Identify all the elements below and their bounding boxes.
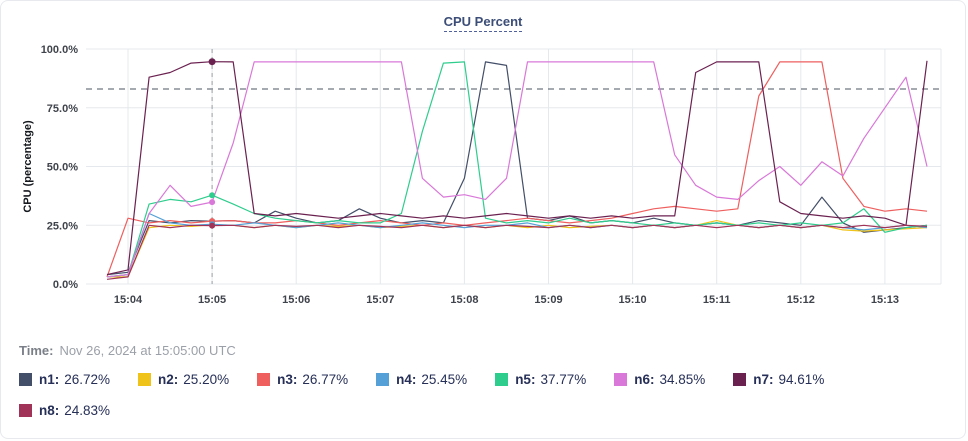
series-line-n3[interactable] — [106, 61, 928, 278]
legend-swatch — [19, 404, 32, 417]
legend-swatch — [19, 373, 32, 386]
legend-series-name: n8: — [39, 403, 60, 418]
x-tick-label: 15:06 — [282, 294, 310, 306]
legend-series-name: n1: — [39, 372, 60, 387]
legend-item-n6[interactable]: n6: 34.85% — [614, 372, 705, 387]
cpu-line-chart[interactable]: 0.0% 25.0% 50.0% 75.0% 100.0% 15:04 15:05 15:06… — [11, 34, 959, 326]
legend-item-n8[interactable]: n8: 24.83% — [19, 403, 110, 418]
legend-series-name: n2: — [158, 372, 179, 387]
legend-item-n1[interactable]: n1: 26.72% — [19, 372, 110, 387]
series-line-n2[interactable] — [107, 220, 928, 278]
y-tick-label: 75.0% — [47, 103, 78, 115]
legend-swatch — [614, 373, 628, 386]
legend-series-value: 34.85% — [659, 372, 706, 387]
legend-item-n4[interactable]: n4: 25.45% — [376, 372, 467, 387]
legend-series-name: n5: — [515, 372, 536, 387]
series-line-n1[interactable] — [106, 61, 928, 276]
y-tick-label: 100.0% — [41, 44, 79, 56]
legend-series-name: n4: — [396, 372, 417, 387]
legend-swatch — [376, 373, 390, 386]
x-tick-label: 15:11 — [703, 294, 731, 306]
y-tick-label: 50.0% — [47, 162, 78, 174]
legend-swatch — [495, 373, 509, 386]
legend-row-1: n1: 26.72% n2: 25.20% n3: 26.77% n4: 25.45% n5: 3… — [19, 372, 824, 387]
x-tick-label: 15:09 — [534, 294, 562, 306]
legend-swatch — [257, 373, 271, 386]
legend-series-value: 24.83% — [64, 403, 111, 418]
x-tick-label: 15:05 — [198, 294, 226, 306]
legend-swatch — [138, 373, 152, 386]
chart-title[interactable]: CPU Percent — [443, 14, 523, 32]
legend-item-n5[interactable]: n5: 37.77% — [495, 372, 586, 387]
y-tick-label: 25.0% — [47, 220, 78, 232]
time-readout: Time: Nov 26, 2024 at 15:05:00 UTC — [19, 343, 236, 358]
legend-series-name: n7: — [753, 372, 774, 387]
legend-series-value: 25.20% — [183, 372, 230, 387]
legend-series-name: n3: — [277, 372, 298, 387]
legend-series-value: 94.61% — [778, 372, 825, 387]
series-line-n8[interactable] — [106, 224, 928, 280]
time-label: Time: — [19, 343, 54, 358]
y-axis-title: CPU (percentage) — [22, 120, 34, 213]
legend-item-n2[interactable]: n2: 25.20% — [138, 372, 229, 387]
y-tick-label: 0.0% — [53, 279, 78, 291]
legend-series-value: 25.45% — [421, 372, 468, 387]
x-tick-label: 15:10 — [619, 294, 647, 306]
x-tick-label: 15:07 — [366, 294, 394, 306]
crosshair-dot-n8 — [209, 222, 216, 229]
series-line-n7[interactable] — [106, 60, 928, 276]
crosshair-dot-n5 — [209, 192, 216, 199]
legend-item-n3[interactable]: n3: 26.77% — [257, 372, 348, 387]
time-value: Nov 26, 2024 at 15:05:00 UTC — [59, 343, 236, 358]
crosshair-dot-n6 — [209, 199, 216, 206]
legend-item-n7[interactable]: n7: 94.61% — [733, 372, 824, 387]
legend-series-name: n6: — [634, 372, 655, 387]
legend-series-value: 37.77% — [540, 372, 587, 387]
x-tick-label: 15:13 — [871, 294, 899, 306]
x-tick-label: 15:12 — [787, 294, 815, 306]
series-line-n5[interactable] — [106, 61, 928, 278]
crosshair-dot-n7 — [208, 58, 216, 66]
legend-series-value: 26.72% — [64, 372, 111, 387]
panel-header: CPU Percent — [1, 13, 965, 32]
legend-row-2: n8: 24.83% — [19, 403, 110, 418]
legend-series-value: 26.77% — [302, 372, 349, 387]
legend-swatch — [733, 373, 747, 386]
series-line-n6[interactable] — [106, 61, 928, 278]
x-tick-label: 15:08 — [450, 294, 478, 306]
x-tick-label: 15:04 — [114, 294, 143, 306]
